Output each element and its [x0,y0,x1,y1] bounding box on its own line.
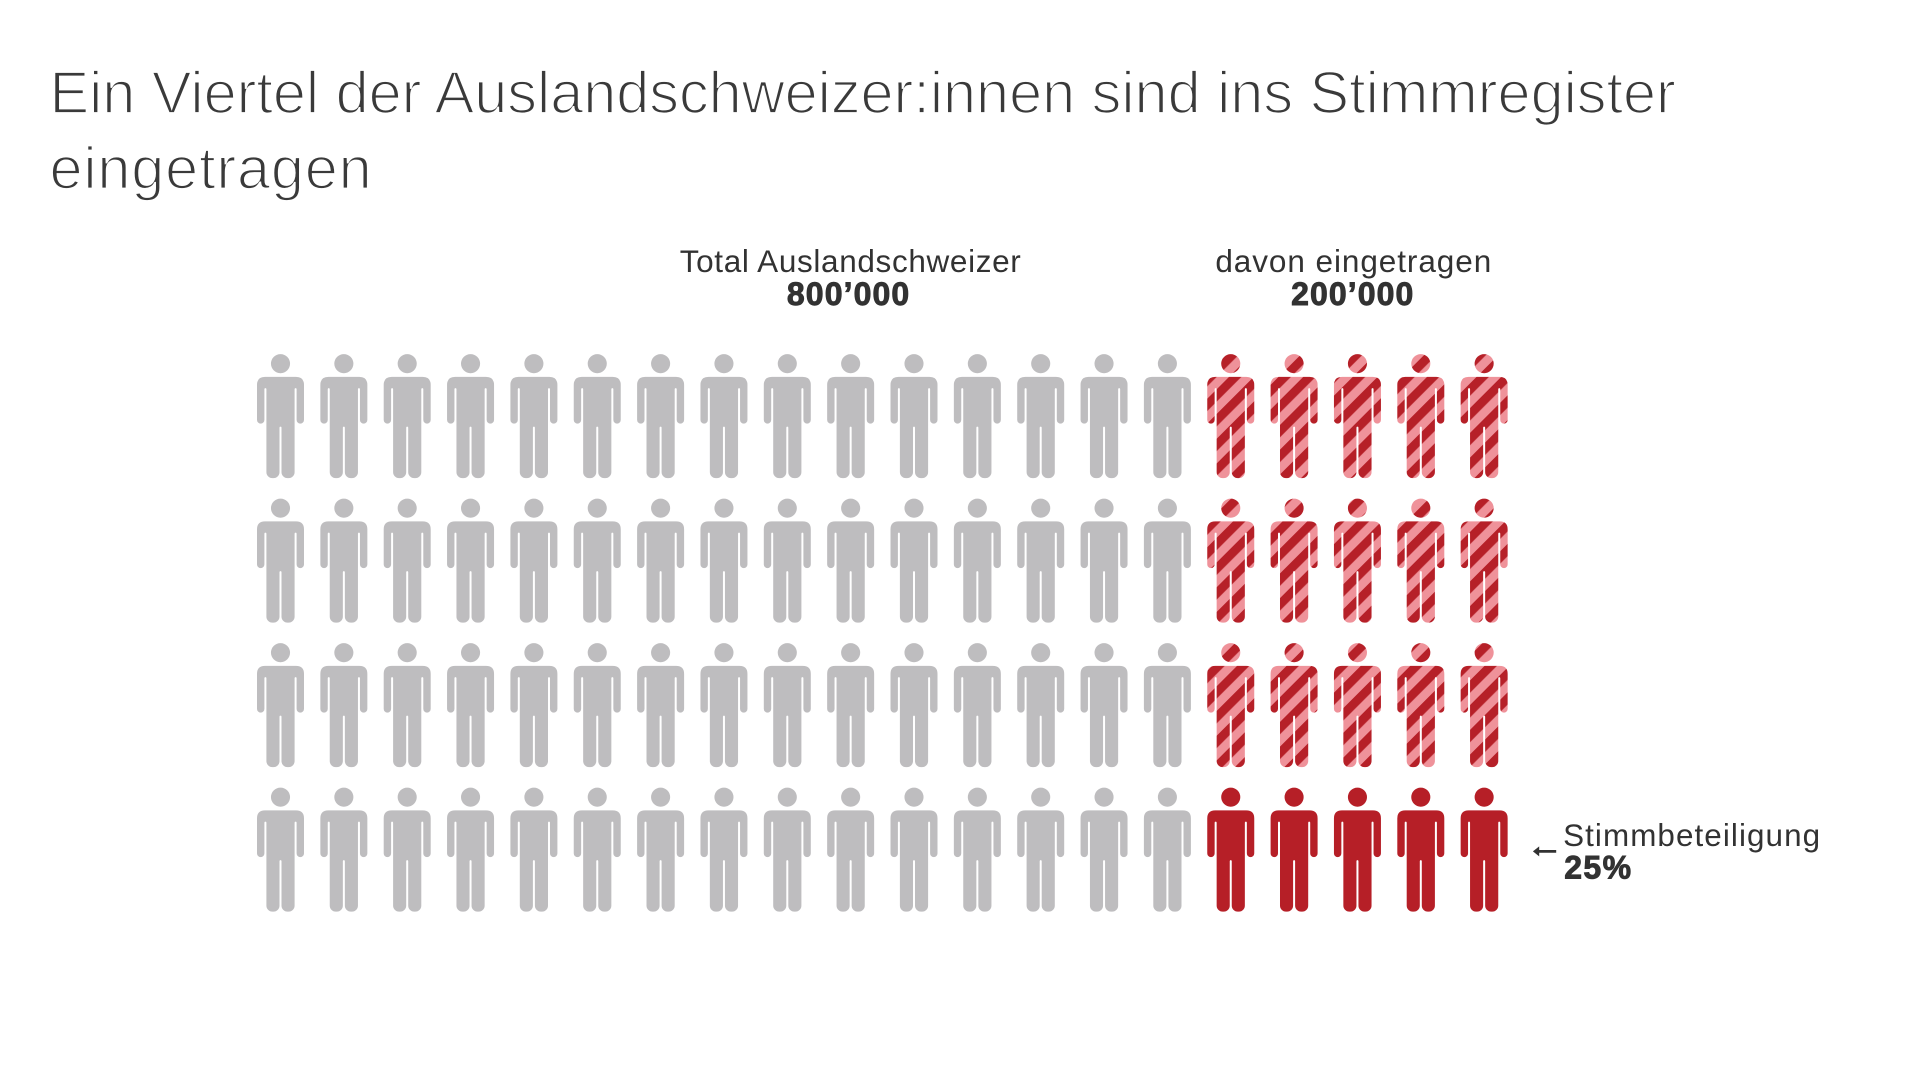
svg-text:Ein Viertel der Auslandschweiz: Ein Viertel der Auslandschweizer:innen s… [50,59,1676,126]
svg-text:davon eingetragen: davon eingetragen [1215,243,1492,279]
svg-text:25%: 25% [1564,849,1632,885]
svg-text:800’000: 800’000 [787,276,910,312]
svg-text:200’000: 200’000 [1291,276,1414,312]
svg-text:Stimmbeteiligung: Stimmbeteiligung [1563,818,1821,853]
svg-text:eingetragen: eingetragen [50,135,373,202]
svg-text:Total Auslandschweizer: Total Auslandschweizer [680,243,1022,279]
